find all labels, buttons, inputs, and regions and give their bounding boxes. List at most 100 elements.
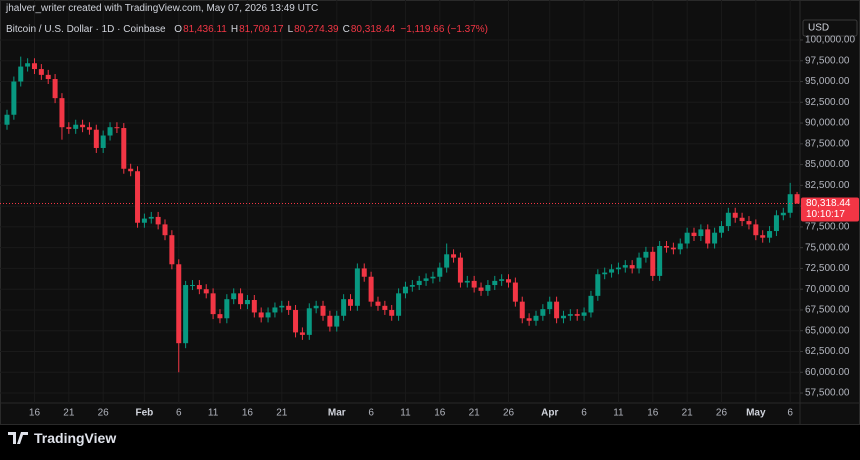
x-tick-label: May <box>746 408 766 419</box>
credit: jhalver_writer created with TradingView.… <box>6 3 319 14</box>
candle-body <box>767 231 773 238</box>
y-tick-label: 97,500.00 <box>805 55 850 66</box>
candle-body <box>45 74 51 80</box>
candle-body <box>705 229 711 244</box>
candle-body <box>691 232 697 237</box>
candle-body <box>457 257 463 283</box>
candle-body <box>176 264 182 344</box>
candle-body <box>753 224 759 236</box>
candle-body <box>93 129 99 148</box>
x-tick-label: 6 <box>581 408 587 419</box>
candle-body <box>320 305 326 316</box>
candle-body <box>231 293 237 300</box>
candle-body <box>272 307 278 313</box>
ohlc-value: 80,318.44 <box>350 24 396 35</box>
y-tick-label: 100,000.00 <box>805 35 855 46</box>
candle-body <box>361 268 367 277</box>
candle-body <box>38 69 44 75</box>
candle-body <box>313 305 319 309</box>
candle-body <box>430 276 436 279</box>
candle-body <box>135 171 141 223</box>
y-tick-label: 70,000.00 <box>805 284 850 295</box>
candle-body <box>389 309 395 316</box>
candle-body <box>306 308 312 335</box>
candle-body <box>444 254 450 268</box>
ohlc-key: H <box>230 24 239 35</box>
candle-body <box>739 217 745 222</box>
candle-body <box>560 315 566 319</box>
candle-body <box>148 216 154 219</box>
candle-body <box>238 293 244 305</box>
candle-body <box>286 305 292 310</box>
candle-body <box>780 212 786 216</box>
candle-body <box>348 299 353 306</box>
x-tick-label: Feb <box>136 408 154 419</box>
candle-body <box>677 243 683 250</box>
chart: USD 57,500.00 60,000.00 62,500.00 65,000.00… <box>0 0 860 425</box>
countdown: 10:10:17 <box>806 209 845 220</box>
currency[interactable]: USD <box>808 23 829 34</box>
candle-body <box>512 282 518 302</box>
candle-body <box>437 267 443 277</box>
y-tick-label: 85,000.00 <box>805 159 850 170</box>
candle-body <box>59 98 65 128</box>
candle-body <box>712 232 718 244</box>
candle-body <box>492 280 498 286</box>
candle-body <box>293 309 299 333</box>
candle-body <box>80 124 86 128</box>
candle-body <box>664 245 670 248</box>
candle-body <box>526 318 532 321</box>
candle-body <box>196 285 202 290</box>
candle-body <box>73 124 79 129</box>
x-tick-label: 16 <box>647 408 659 419</box>
footer: TradingView <box>8 430 116 446</box>
change: −1,119.66 (−1.37%) <box>400 24 489 35</box>
y-tick-label: 82,500.00 <box>805 180 850 191</box>
candle-body <box>279 305 285 308</box>
ohlc-value: 80,274.39 <box>294 24 339 35</box>
candle-body <box>622 265 628 268</box>
candle-body <box>464 280 470 283</box>
candle-body <box>100 135 106 148</box>
candle-body <box>52 79 58 99</box>
candle-body <box>718 226 724 233</box>
candle-body <box>334 315 340 327</box>
x-tick-label: 21 <box>682 408 694 419</box>
candle-body <box>650 251 656 276</box>
candle-body <box>66 127 72 129</box>
y-tick-label: 77,500.00 <box>805 222 850 233</box>
y-tick-label: 75,000.00 <box>805 242 850 253</box>
candle-body <box>18 66 24 82</box>
x-tick-label: 16 <box>242 408 254 419</box>
candle-body <box>471 280 477 288</box>
last-price-box <box>801 197 859 222</box>
candle-body <box>86 127 92 130</box>
candle-body <box>499 279 505 281</box>
candle-body <box>698 229 704 237</box>
ohlc-key: O <box>174 24 183 35</box>
candle-body <box>746 221 752 225</box>
candle-body <box>478 287 484 291</box>
candle-body <box>451 254 457 258</box>
candle-body <box>25 63 31 67</box>
candle-body <box>588 295 594 313</box>
x-tick-label: 11 <box>208 408 219 419</box>
candle-body <box>773 215 779 232</box>
chart-background <box>0 0 860 425</box>
symbol: Bitcoin / U.S. Dollar · 1D · Coinbase <box>6 24 166 35</box>
candle-body <box>554 301 560 319</box>
candle-body <box>341 299 347 316</box>
x-tick-label: 21 <box>469 408 481 419</box>
legend: Bitcoin / U.S. Dollar · 1D · Coinbase O8… <box>6 24 489 35</box>
ohlc-value: 81,436.11 <box>183 24 227 35</box>
y-tick-label: 72,500.00 <box>805 263 850 274</box>
currency-box[interactable] <box>802 19 858 37</box>
candle-body <box>121 128 127 169</box>
y-tick-label: 87,500.00 <box>805 138 850 149</box>
candle-body <box>11 81 17 115</box>
candle-body <box>189 285 195 287</box>
candle-body <box>533 315 539 321</box>
candle-body <box>609 269 615 273</box>
candle-body <box>540 309 546 316</box>
